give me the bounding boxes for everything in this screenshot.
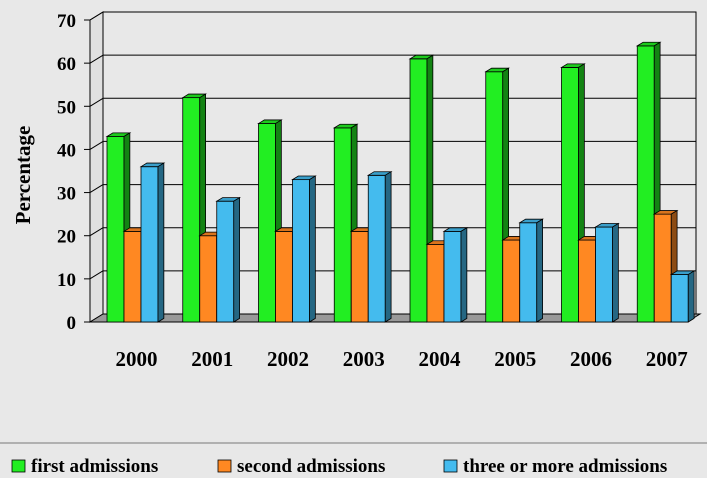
bar-front: [426, 243, 445, 323]
bars: [105, 41, 696, 323]
legend-swatch: [217, 459, 232, 473]
bar-front: [595, 226, 613, 323]
legend-item: three or more admissions: [443, 456, 667, 477]
x-category-label: 2001: [191, 347, 233, 371]
legend-item: first admissions: [11, 456, 158, 477]
y-tick-label: 50: [57, 97, 76, 118]
bar-front: [636, 45, 655, 323]
bar-side: [687, 270, 695, 323]
bar: [518, 218, 545, 323]
bar-side: [460, 227, 468, 323]
bar-front: [561, 67, 579, 323]
y-axis-title: Percentage: [11, 126, 35, 225]
bar-front: [519, 222, 538, 323]
bar-front: [258, 123, 276, 323]
bar: [139, 162, 166, 323]
bar: [669, 270, 696, 323]
bar: [366, 170, 393, 323]
bar: [594, 222, 620, 323]
legend-swatch: [11, 459, 26, 473]
legend-label: first admissions: [31, 456, 158, 477]
bar-front: [106, 136, 125, 323]
x-category-label: 2003: [343, 347, 385, 371]
legend-label: second admissions: [237, 456, 385, 477]
bar-side: [612, 222, 619, 323]
gridline-side: [89, 141, 104, 150]
bar-front: [275, 230, 293, 323]
bar-front: [485, 71, 504, 323]
x-category-label: 2007: [646, 347, 688, 371]
bar-front: [199, 235, 218, 323]
legend: first admissions second admissions three o…: [11, 456, 667, 477]
bar-side: [309, 175, 316, 323]
bar-front: [670, 274, 689, 323]
y-tick-label: 70: [57, 11, 76, 32]
bar: [442, 227, 469, 323]
gridline-side: [89, 97, 104, 107]
bar-front: [123, 230, 142, 323]
bar-front: [350, 230, 369, 323]
bar-side: [384, 170, 392, 323]
bar-front: [140, 166, 159, 323]
legend-label: three or more admissions: [463, 456, 667, 477]
x-category-label: 2006: [570, 347, 612, 371]
y-tick-label: 30: [57, 184, 76, 205]
bar-front: [653, 213, 672, 323]
x-category-label: 2002: [267, 347, 309, 371]
bar: [215, 196, 242, 323]
x-category-label: 2000: [116, 347, 158, 371]
bar-front: [216, 200, 235, 323]
x-axis-labels: 2000 2001 2002 2003 2004 2005 2006 2007: [116, 347, 688, 371]
side-wall: [89, 11, 104, 323]
legend-item: second admissions: [217, 456, 385, 477]
bar-side: [157, 162, 165, 323]
gridline-side: [89, 184, 104, 193]
x-category-label: 2005: [494, 347, 536, 371]
y-tick-label: 10: [57, 270, 76, 291]
bar-front: [443, 230, 462, 323]
gridline-side: [89, 270, 104, 280]
bar-front: [578, 239, 596, 323]
x-category-label: 2004: [419, 347, 462, 371]
y-axis-ticks: 0 10 20 30 40 50 60 70: [57, 11, 91, 334]
bar-side: [536, 218, 543, 323]
bar-front: [182, 97, 201, 323]
gridline-side: [89, 11, 104, 21]
y-tick-label: 40: [57, 140, 76, 161]
bar: [291, 175, 317, 323]
bar-front: [409, 58, 428, 323]
y-tick-label: 0: [67, 313, 77, 334]
y-tick-label: 60: [57, 54, 76, 75]
bar-front: [502, 239, 521, 323]
bar-side: [233, 196, 241, 323]
gridline-side: [89, 227, 104, 237]
bar-front: [367, 174, 386, 323]
legend-swatch: [443, 459, 458, 473]
gridline-side: [89, 54, 104, 64]
y-tick-label: 20: [57, 227, 76, 248]
bar-front: [292, 179, 310, 323]
bar-front: [333, 127, 352, 323]
